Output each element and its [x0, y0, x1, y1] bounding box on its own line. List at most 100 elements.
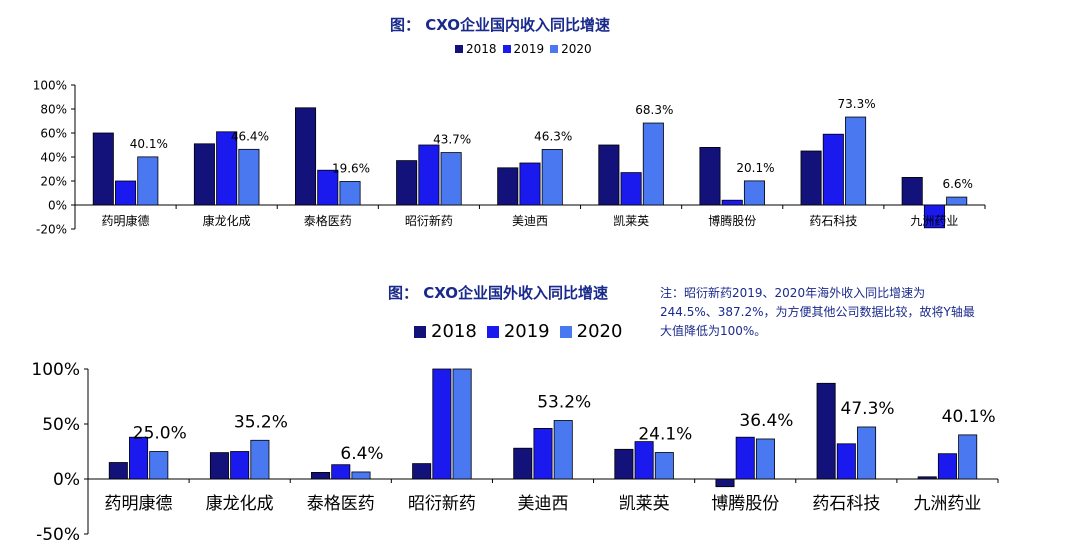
- overseas-bar-2019: [634, 441, 654, 480]
- overseas-legend-label: 2019: [503, 321, 550, 342]
- domestic-bar-2019: [317, 169, 339, 206]
- domestic-bar-2018: [295, 107, 317, 206]
- domestic-bar-2020: [845, 116, 867, 206]
- overseas-category-label: 泰格医药: [307, 494, 375, 514]
- overseas-legend-swatch: [559, 325, 572, 338]
- domestic-category-label: 美迪西: [512, 214, 548, 228]
- overseas-bar-2018: [311, 471, 331, 480]
- domestic-bar-2020: [238, 148, 260, 206]
- domestic-legend-swatch: [550, 45, 559, 53]
- domestic-y-tick-label: -20%: [36, 222, 67, 236]
- overseas-data-label: 53.2%: [537, 392, 591, 412]
- chart-title-domestic: 图： CXO企业国内收入同比增速: [390, 16, 611, 34]
- domestic-data-label: 40.1%: [130, 137, 168, 151]
- overseas-data-label: 40.1%: [942, 407, 996, 427]
- overseas-data-label: 36.4%: [739, 411, 793, 431]
- overseas-category-label: 凯莱英: [619, 494, 670, 514]
- domestic-category-label: 药石科技: [809, 214, 857, 228]
- overseas-bar-2018: [412, 463, 432, 480]
- overseas-category-label: 博腾股份: [711, 494, 779, 514]
- overseas-legend-swatch: [414, 325, 426, 338]
- domestic-bar-2019: [721, 199, 743, 206]
- overseas-data-label: 6.4%: [340, 444, 383, 464]
- domestic-data-label: 73.3%: [838, 97, 876, 111]
- overseas-legend-item-2020: 2020: [559, 321, 623, 342]
- domestic-y-tick-label: 60%: [40, 126, 67, 140]
- domestic-category-label: 博腾股份: [708, 213, 756, 228]
- domestic-bar-2020: [743, 180, 765, 206]
- overseas-bar-2020: [755, 438, 775, 480]
- overseas-data-label: 35.2%: [234, 412, 288, 432]
- overseas-legend-item-2019: 2019: [486, 321, 550, 342]
- overseas-y-tick-label: 100%: [31, 360, 80, 380]
- overseas-category-label: 康龙化成: [206, 494, 274, 514]
- overseas-bar-2020: [351, 471, 371, 480]
- domestic-data-label: 46.3%: [534, 129, 572, 143]
- domestic-bar-2018: [497, 167, 519, 206]
- overseas-bar-2020: [958, 434, 978, 480]
- overseas-data-label: 47.3%: [841, 399, 895, 419]
- domestic-legend-label: 2018: [466, 42, 497, 56]
- overseas-bar-2020: [857, 426, 877, 480]
- domestic-legend-swatch: [455, 45, 463, 53]
- legend-overseas: 2018 2019 2020: [414, 321, 632, 342]
- domestic-bar-2019: [418, 144, 440, 206]
- domestic-bar-2018: [800, 150, 822, 206]
- domestic-y-tick-label: 20%: [40, 174, 67, 188]
- domestic-bar-2020: [541, 149, 563, 206]
- domestic-bar-2020: [137, 156, 159, 206]
- domestic-bar-2018: [699, 146, 721, 206]
- domestic-data-label: 68.3%: [635, 103, 673, 117]
- overseas-data-label: 24.1%: [638, 424, 692, 444]
- domestic-data-label: 43.7%: [433, 133, 471, 147]
- overseas-bar-2019: [230, 451, 250, 480]
- overseas-bar-2020: [654, 452, 674, 480]
- domestic-category-label: 康龙化成: [203, 213, 251, 228]
- domestic-bar-2019: [822, 133, 844, 206]
- overseas-legend-label: 2020: [576, 321, 623, 342]
- domestic-bar-2018: [598, 144, 620, 206]
- domestic-bar-2019: [620, 172, 642, 206]
- domestic-bar-2020: [642, 122, 664, 206]
- overseas-data-label: 25.0%: [133, 424, 187, 444]
- overseas-bar-2018: [715, 478, 735, 488]
- overseas-legend-swatch: [486, 325, 499, 338]
- domestic-bar-2020: [440, 152, 462, 206]
- domestic-data-label: 6.6%: [942, 177, 973, 191]
- legend-domestic: 2018 2019 2020: [455, 42, 598, 56]
- overseas-y-tick-label: 0%: [53, 470, 80, 490]
- domestic-bar-2020: [339, 181, 361, 206]
- chart-title-overseas: 图： CXO企业国外收入同比增速: [388, 284, 609, 302]
- overseas-bar-2019: [937, 453, 957, 480]
- overseas-bar-2018: [209, 452, 229, 480]
- overseas-bar-2020: [149, 451, 169, 480]
- domestic-bar-2019: [519, 162, 541, 206]
- domestic-data-label: 46.4%: [231, 129, 269, 143]
- domestic-data-label: 20.1%: [736, 161, 774, 175]
- domestic-category-label: 九洲药业: [910, 214, 958, 228]
- overseas-bar-2018: [614, 448, 634, 480]
- overseas-bar-2018: [917, 476, 937, 480]
- overseas-category-label: 美迪西: [518, 494, 569, 514]
- chart-note: 注：昭衍新药2019、2020年海外收入同比增速为244.5%、387.2%，为…: [660, 286, 975, 338]
- overseas-bar-2020: [250, 439, 270, 480]
- domestic-legend-label: 2020: [561, 42, 592, 56]
- domestic-legend-item-2020: 2020: [550, 42, 592, 56]
- domestic-legend-label: 2019: [513, 42, 545, 56]
- domestic-category-label: 凯莱英: [613, 214, 649, 228]
- overseas-legend-label: 2018: [431, 321, 477, 342]
- domestic-legend-swatch: [502, 45, 511, 53]
- domestic-category-label: 药明康德: [102, 213, 150, 228]
- overseas-y-tick-label: 50%: [42, 415, 80, 435]
- domestic-bar-2020: [946, 196, 968, 206]
- domestic-bar-2019: [923, 204, 945, 229]
- domestic-category-label: 泰格医药: [304, 213, 352, 228]
- overseas-bar-2020: [452, 368, 472, 480]
- domestic-y-tick-label: 40%: [40, 150, 67, 164]
- overseas-bar-2020: [553, 420, 573, 480]
- overseas-category-label: 药明康德: [105, 494, 173, 514]
- overseas-bar-2019: [533, 427, 553, 480]
- domestic-bar-2018: [92, 132, 114, 206]
- domestic-legend-item-2018: 2018: [455, 42, 497, 56]
